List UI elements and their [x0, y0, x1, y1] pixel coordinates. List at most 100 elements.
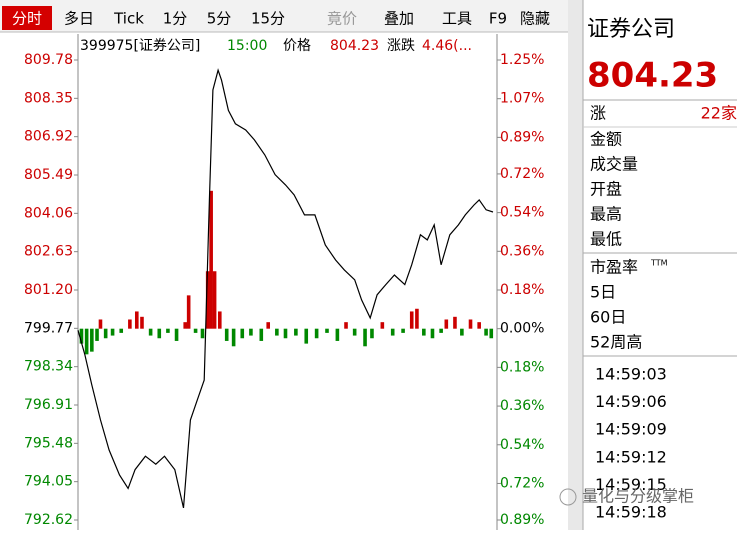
trade-time: 14:59:12: [595, 447, 667, 466]
volume-bar: [128, 319, 132, 329]
volume-bar: [174, 328, 179, 341]
y-tick-label: 799.77: [24, 320, 73, 336]
period-label: 60日: [590, 308, 626, 327]
volume-bar: [489, 328, 494, 339]
volume-bar: [157, 328, 162, 339]
trade-time: 14:59:09: [595, 420, 667, 439]
volume-bar: [186, 295, 191, 329]
y-tick-label: 801.20: [24, 282, 73, 298]
y-tick-label: 804.06: [24, 205, 73, 221]
volume-bar: [380, 322, 385, 329]
volume-bar: [453, 316, 457, 329]
y2-tick-label: 0.54%: [500, 205, 544, 221]
trade-time: 14:59:06: [595, 392, 667, 411]
y-tick-label: 809.78: [24, 52, 73, 68]
watermark: 量化与分级掌柜: [582, 487, 694, 506]
volume-bar: [401, 328, 405, 333]
volume-bar: [119, 328, 124, 333]
y2-tick-label: 0.72%: [500, 166, 544, 182]
tab[interactable]: 叠加: [384, 10, 414, 28]
volume-bar: [140, 316, 144, 329]
tab[interactable]: 隐藏: [520, 10, 550, 28]
info-price-label: 价格: [283, 38, 311, 54]
y2-tick-label: 0.18%: [500, 282, 544, 298]
active-tab: [2, 6, 52, 30]
volume-bar: [98, 319, 103, 329]
tab[interactable]: 工具: [442, 10, 472, 28]
volume-bar: [415, 308, 419, 329]
tab[interactable]: 5分: [207, 10, 232, 28]
trade-time: 14:59:15: [595, 475, 667, 494]
volume-bar: [200, 328, 205, 339]
volume-bar: [240, 328, 245, 339]
y-tick-label: 805.49: [24, 167, 73, 183]
volume-bar: [266, 322, 271, 329]
field-label: 开盘: [590, 180, 622, 199]
volume-bar: [314, 328, 319, 339]
tab[interactable]: F9: [489, 10, 507, 28]
volume-bar: [439, 328, 443, 333]
volume-bar: [205, 271, 210, 329]
y2-tick-label: 0.72%: [500, 475, 544, 491]
tab[interactable]: Tick: [113, 10, 144, 28]
toolbar: [0, 0, 568, 32]
y-tick-label: 795.48: [24, 435, 73, 451]
info-change: 4.46(...: [422, 38, 472, 54]
pe-label: 市盈率: [590, 258, 638, 277]
tab[interactable]: 15分: [251, 10, 285, 28]
y2-tick-label: 0.18%: [500, 359, 544, 375]
volume-bar: [275, 328, 279, 336]
volume-bar: [231, 328, 236, 347]
pe-suffix: TTM: [650, 259, 668, 268]
y-tick-label: 794.05: [24, 474, 73, 490]
volume-bar: [335, 328, 340, 341]
volume-bar: [110, 328, 115, 336]
volume-bar: [363, 328, 367, 347]
watermark-icon: [559, 488, 577, 506]
volume-bar: [484, 328, 488, 336]
volume-bar: [304, 328, 309, 344]
tab[interactable]: 竟价: [327, 10, 357, 28]
tab[interactable]: 分时: [12, 10, 42, 28]
volume-bar: [430, 328, 435, 339]
quote-price: 804.23: [587, 56, 718, 96]
volume-bar: [477, 322, 481, 329]
volume-bar: [283, 328, 288, 339]
volume-bar: [148, 328, 153, 336]
y2-tick-label: 0.00%: [500, 321, 544, 337]
rise-value: 22家: [701, 104, 737, 123]
volume-bar: [352, 328, 357, 336]
y2-tick-label: 0.36%: [500, 398, 544, 414]
period-label: 52周高: [590, 333, 642, 352]
tab[interactable]: 多日: [64, 10, 94, 28]
volume-bar: [90, 328, 94, 352]
volume-bar: [460, 328, 464, 336]
rise-label: 涨: [590, 104, 606, 123]
volume-bar: [103, 328, 108, 339]
info-price: 804.23: [330, 38, 379, 54]
volume-bar: [84, 328, 89, 355]
field-label: 金额: [590, 130, 622, 149]
volume-bar: [166, 328, 170, 333]
y2-tick-label: 0.89%: [500, 512, 544, 528]
tab[interactable]: 1分: [163, 10, 188, 28]
trade-time: 14:59:18: [595, 503, 667, 522]
field-label: 最高: [590, 205, 622, 224]
volume-bar: [259, 328, 264, 341]
y2-tick-label: 1.25%: [500, 52, 544, 68]
volume-bar: [209, 190, 213, 329]
field-label: 成交量: [590, 155, 638, 174]
y-tick-label: 802.63: [24, 244, 73, 260]
scrollbar: [568, 0, 583, 530]
y2-tick-label: 0.54%: [500, 437, 544, 453]
volume-bar: [409, 311, 414, 329]
price-line: [77, 68, 494, 509]
info-time: 15:00: [227, 38, 267, 54]
volume-bar: [468, 319, 473, 329]
volume-bar: [325, 328, 329, 333]
field-label: 最低: [590, 230, 622, 249]
y-tick-label: 806.92: [24, 129, 73, 145]
volume-bar: [444, 319, 449, 329]
